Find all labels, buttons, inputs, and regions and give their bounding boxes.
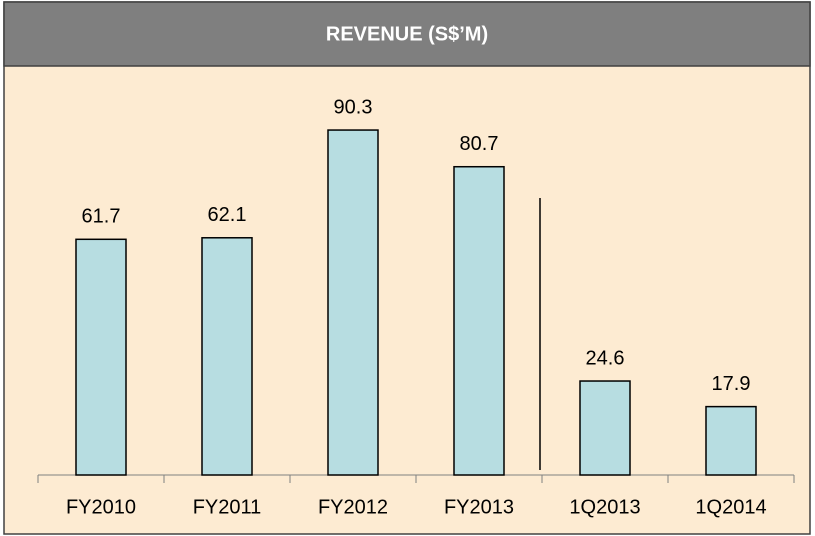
x-tick-label: FY2010 [66, 496, 136, 518]
bar [327, 129, 379, 476]
bar [75, 238, 127, 476]
data-label: 61.7 [82, 206, 121, 228]
header-band [3, 1, 811, 67]
bar [705, 405, 757, 476]
x-tick-label: 1Q2014 [695, 496, 766, 518]
data-label: 90.3 [334, 96, 373, 118]
data-label: 62.1 [208, 204, 247, 226]
x-tick-label: FY2013 [444, 496, 514, 518]
data-label: 17.9 [712, 373, 751, 395]
bar [579, 380, 631, 476]
bar [453, 165, 505, 476]
x-tick-label: 1Q2013 [569, 496, 640, 518]
data-label: 24.6 [586, 347, 625, 369]
chart-frame [3, 1, 811, 535]
x-tick-label: FY2011 [193, 496, 262, 518]
data-label: 80.7 [460, 133, 499, 155]
bar [201, 237, 253, 476]
chart-title: REVENUE (S$’M) [326, 23, 488, 45]
x-tick-label: FY2012 [318, 496, 388, 518]
